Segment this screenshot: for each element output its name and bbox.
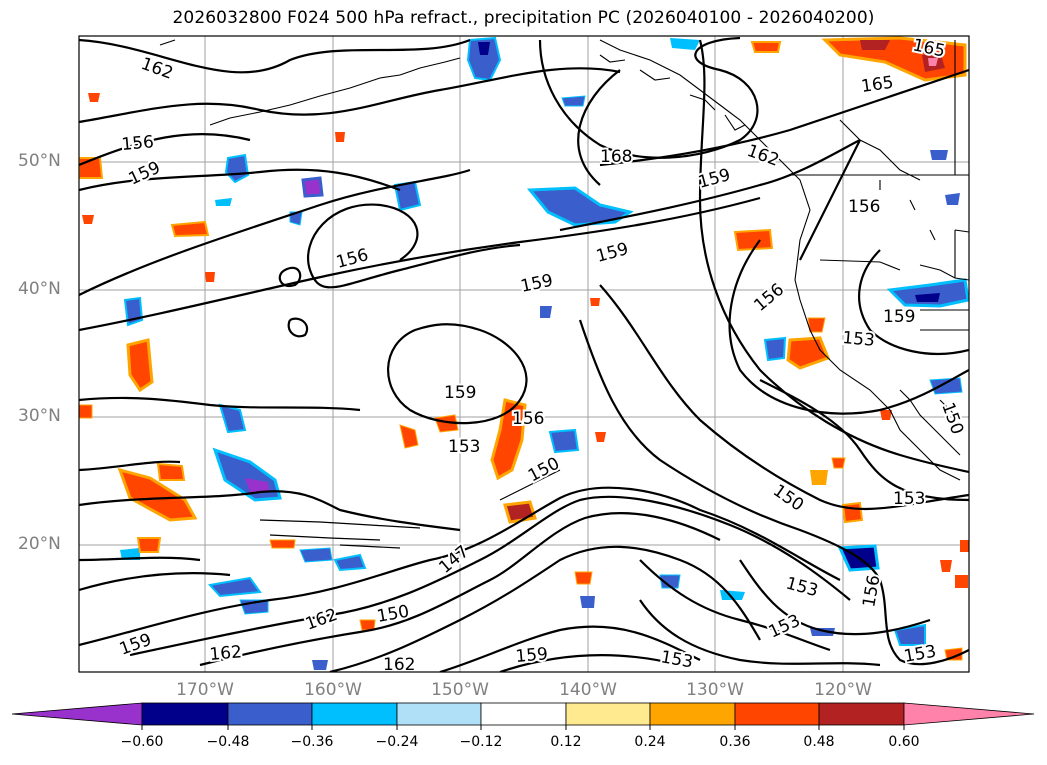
colorbar-cell — [565, 702, 651, 726]
lat-label: 30°N — [18, 406, 61, 426]
coastlines — [159, 39, 969, 481]
colorbar-cell — [734, 702, 820, 726]
contour-label: 162 — [383, 655, 415, 675]
colorbar-tick-label: −0.36 — [290, 734, 334, 750]
colorbar-cell — [818, 702, 905, 726]
colorbar-tick-label: 0.12 — [550, 734, 582, 750]
contour-label: 153 — [842, 328, 876, 351]
colorbar-cell — [141, 702, 229, 726]
contour-label: 159 — [515, 644, 549, 667]
colorbar-tick-label: 0.60 — [888, 734, 920, 750]
map-title: 2026032800 F024 500 hPa refract., precip… — [172, 8, 875, 28]
lon-label: 170°W — [176, 680, 234, 700]
contour-label: 162 — [209, 642, 243, 665]
contour-lines — [79, 36, 969, 672]
colorbar-cell — [396, 702, 482, 726]
colorbar-cell — [649, 702, 736, 726]
lat-label: 50°N — [18, 151, 61, 171]
lon-label: 150°W — [431, 680, 489, 700]
contour-label: 156 — [512, 409, 544, 429]
contour-lines-thin — [259, 469, 561, 549]
contour-label: 159 — [444, 383, 476, 403]
colorbar-extend-high — [903, 702, 1035, 726]
contour-label: 153 — [659, 647, 694, 672]
colorbar-extend-low — [11, 702, 143, 726]
contour-label: 168 — [600, 147, 632, 167]
lon-label: 130°W — [686, 680, 744, 700]
lon-label: 140°W — [559, 680, 617, 700]
contour-label: 153 — [893, 489, 925, 509]
precip-patches — [79, 36, 969, 670]
lon-label: 160°W — [304, 680, 362, 700]
colorbar-tick-label: 0.48 — [803, 734, 835, 750]
contour-label: 159 — [883, 307, 915, 327]
contour-label: 156 — [121, 132, 155, 155]
colorbar-tick-label: −0.12 — [459, 734, 503, 750]
colorbar-tick-label: −0.60 — [120, 734, 164, 750]
map-frame — [78, 35, 970, 673]
colorbar-tick-label: 0.36 — [719, 734, 751, 750]
colorbar-cell — [480, 702, 567, 726]
contour-label: 153 — [448, 437, 480, 457]
lon-label: 120°W — [814, 680, 872, 700]
colorbar-tick-label: −0.48 — [206, 734, 250, 750]
colorbar-cell — [227, 702, 313, 726]
colorbar-tick-label: 0.24 — [634, 734, 666, 750]
colorbar-cell — [311, 702, 398, 726]
colorbar-tickmarks — [141, 725, 905, 730]
colorbar-tick-label: −0.24 — [375, 734, 419, 750]
contour-label: 150 — [375, 602, 410, 627]
colorbar — [11, 702, 1035, 726]
lat-label: 40°N — [18, 279, 61, 299]
contour-label: 156 — [848, 197, 880, 217]
lat-label: 20°N — [18, 534, 61, 554]
